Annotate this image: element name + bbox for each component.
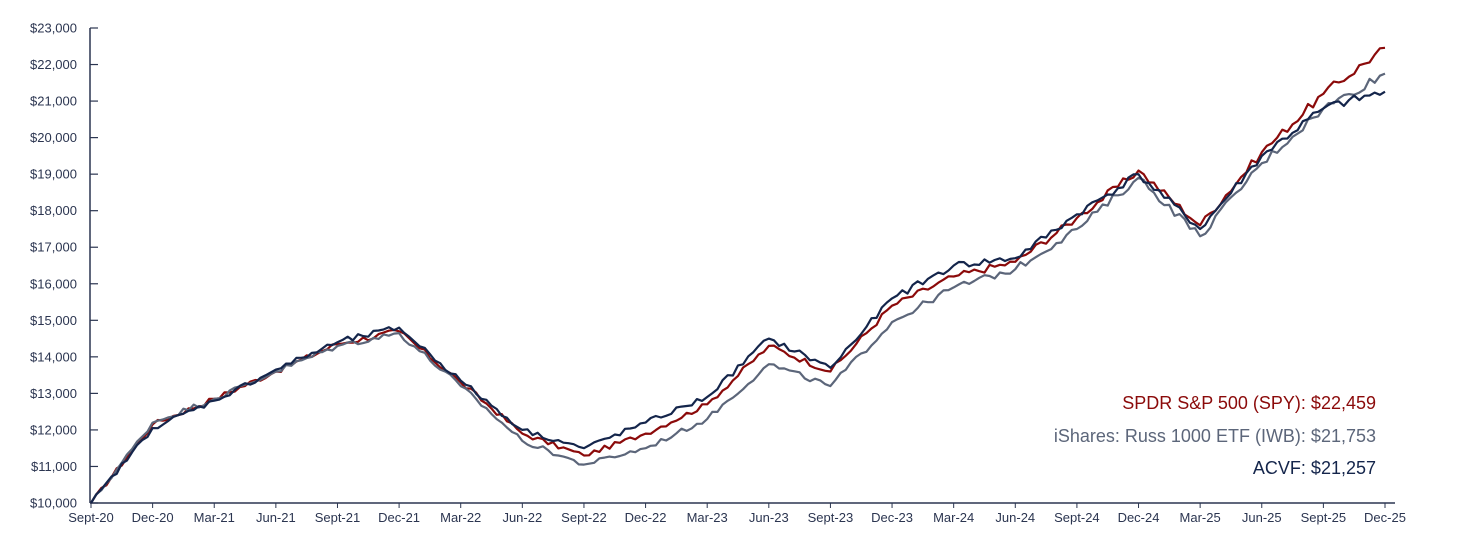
x-tick-label: Mar-21 xyxy=(194,510,235,525)
x-tick-label: Mar-22 xyxy=(440,510,481,525)
x-tick-label: Jun-25 xyxy=(1242,510,1282,525)
axes xyxy=(89,28,1395,504)
y-tick-label: $21,000 xyxy=(30,94,77,109)
x-tick-label: Mar-25 xyxy=(1180,510,1221,525)
x-tick-label: Jun-22 xyxy=(502,510,542,525)
y-tick-label: $17,000 xyxy=(30,240,77,255)
legend: SPDR S&P 500 (SPY): $22,459 iShares: Russ… xyxy=(1054,393,1376,478)
y-tick-label: $14,000 xyxy=(30,349,77,364)
x-tick-label: Dec-24 xyxy=(1118,510,1160,525)
y-axis-ticks: $10,000 $11,000 $12,000 $13,000 $14,000 $15,0… xyxy=(30,21,98,511)
x-axis-ticks: Sept-20 Dec-20 Mar-21 Jun-21 Sept-21 Dec-21 Ma… xyxy=(68,503,1406,525)
x-tick-label: Sept-24 xyxy=(1054,510,1100,525)
y-tick-label: $22,000 xyxy=(30,57,77,72)
x-tick-label: Dec-25 xyxy=(1364,510,1406,525)
legend-entry: SPDR S&P 500 (SPY): $22,459 xyxy=(1122,393,1376,413)
x-tick-label: Mar-23 xyxy=(687,510,728,525)
y-tick-label: $12,000 xyxy=(30,422,77,437)
x-tick-label: Jun-24 xyxy=(995,510,1035,525)
x-tick-label: Sept-25 xyxy=(1301,510,1347,525)
series-line-2 xyxy=(90,90,1386,504)
y-tick-label: $10,000 xyxy=(30,496,77,511)
y-tick-label: $19,000 xyxy=(30,167,77,182)
x-tick-label: Dec-20 xyxy=(132,510,174,525)
series-lines xyxy=(90,46,1386,504)
x-tick-label: Sept-20 xyxy=(68,510,114,525)
y-tick-label: $18,000 xyxy=(30,203,77,218)
x-tick-label: Mar-24 xyxy=(933,510,974,525)
x-tick-label: Dec-22 xyxy=(625,510,667,525)
y-tick-label: $20,000 xyxy=(30,130,77,145)
x-tick-label: Dec-23 xyxy=(871,510,913,525)
x-tick-label: Sept-22 xyxy=(561,510,607,525)
x-tick-label: Sept-21 xyxy=(315,510,361,525)
y-tick-label: $23,000 xyxy=(30,21,77,36)
legend-entry: ACVF: $21,257 xyxy=(1253,458,1376,478)
y-tick-label: $13,000 xyxy=(30,386,77,401)
y-tick-label: $16,000 xyxy=(30,276,77,291)
x-tick-label: Jun-21 xyxy=(256,510,296,525)
x-tick-label: Jun-23 xyxy=(749,510,789,525)
legend-entry: iShares: Russ 1000 ETF (IWB): $21,753 xyxy=(1054,426,1376,446)
x-tick-label: Dec-21 xyxy=(378,510,420,525)
y-tick-label: $15,000 xyxy=(30,313,77,328)
y-tick-label: $11,000 xyxy=(31,459,77,474)
x-tick-label: Sept-23 xyxy=(808,510,854,525)
